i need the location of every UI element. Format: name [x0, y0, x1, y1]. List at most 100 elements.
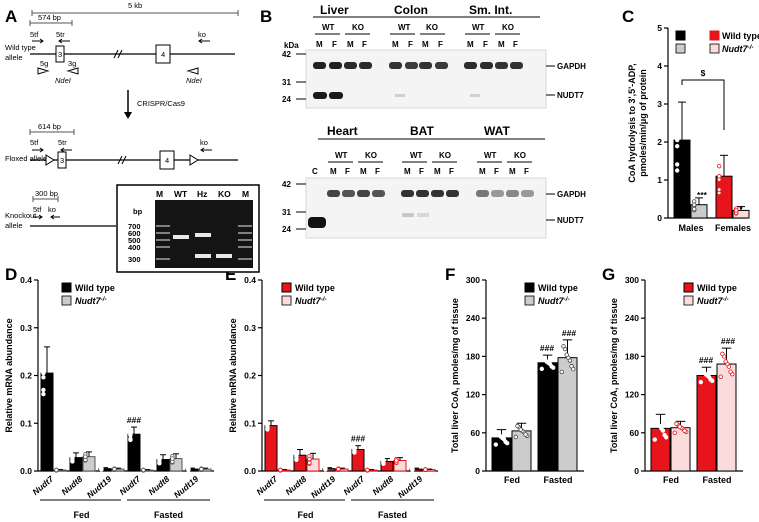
chart-c: 0 1 2 3 4 5 CoA hydrolysis to 3',5'-ADP,pmoles…	[627, 23, 759, 233]
data-point	[41, 370, 46, 376]
lane-control: C	[312, 167, 318, 176]
gapdh-band	[419, 62, 432, 69]
sig-annotation: *	[739, 204, 743, 214]
top-smint-wt: WT	[472, 23, 485, 32]
mw-bot-31: 31	[282, 208, 291, 217]
mw-bot-24: 24	[282, 225, 291, 234]
gapdh-band	[491, 190, 504, 197]
data-point	[677, 424, 682, 429]
panel-label-f: F	[445, 265, 455, 284]
y-tick-label: 0.2	[244, 371, 256, 381]
chart-d: 0.0 0.1 0.2 0.3 0.4 Relative mRNA abundance Nu…	[4, 275, 214, 520]
legend-swatch-wt	[675, 30, 686, 41]
data-point	[662, 432, 667, 438]
legend-swatch-ko-female	[709, 43, 720, 54]
x-category-label: Males	[678, 223, 703, 233]
bar-females	[715, 175, 733, 219]
lane-sex: M	[498, 40, 505, 49]
sig-annotation: ***	[697, 190, 708, 200]
y-tick-label: 120	[466, 390, 480, 400]
y-tick-label: 0.3	[20, 323, 32, 333]
legend-ko-superscript: -/-	[723, 296, 729, 303]
data-point	[717, 173, 722, 179]
lane-sex: F	[419, 167, 424, 176]
bar-wt-nudt7	[40, 372, 54, 472]
y-tick-label: 0.4	[244, 275, 256, 285]
legend-swatch-ko	[675, 43, 686, 54]
bar-wt-fasted	[696, 375, 717, 472]
data-point	[199, 466, 204, 472]
x-gene-label: Nudt7	[341, 473, 367, 497]
flox-amplicon-size: 614 bp	[38, 122, 61, 131]
data-point	[703, 371, 708, 377]
data-point	[717, 163, 722, 169]
y-tick-label: 1	[657, 175, 662, 185]
data-point	[495, 430, 500, 435]
x-category-label: Fed	[663, 475, 679, 485]
panel-a-diagram: 5 kb Wild type allele 574 bp 5tf 5tr ko …	[5, 1, 260, 273]
data-point	[549, 364, 554, 369]
tissue-liver: Liver	[320, 3, 349, 17]
data-point	[723, 359, 728, 364]
ndei-site-1: NdeI	[55, 76, 71, 85]
primer-5tf-wt: 5tf	[30, 30, 39, 39]
y-tick-label: 240	[466, 313, 480, 323]
sig-annotation: ###	[351, 434, 365, 444]
data-point	[141, 467, 146, 473]
tissue-sm-int: Sm. Int.	[469, 3, 512, 17]
y-tick-label: 0	[475, 466, 480, 476]
ko-amplicon-size: 300 bp	[35, 189, 58, 198]
y-tick-label: 0.4	[20, 275, 32, 285]
legend-label-wt: Wild type	[538, 283, 578, 293]
legend-swatch-wt	[683, 282, 694, 293]
data-point	[41, 358, 46, 363]
x-gene-label: Nudt8	[370, 474, 395, 497]
y-tick-label: 60	[471, 428, 481, 438]
primer-5tr-flox: 5tr	[58, 138, 67, 147]
y-tick-label: 0	[657, 213, 662, 223]
data-point	[365, 467, 370, 473]
legend-label-ko: Nudt7-/-	[697, 296, 729, 306]
legend-ko-superscript: -/-	[321, 296, 327, 303]
mw-top-24: 24	[282, 95, 291, 104]
exon-4-flox: 4	[165, 156, 169, 165]
legend-ko-superscript: -/-	[564, 296, 570, 303]
y-tick-label: 300	[466, 275, 480, 285]
chart-f: 0 60 120 180 240 300 Total liver CoA, pmoles/m…	[450, 275, 584, 485]
legend-swatch-wt-female	[709, 30, 720, 41]
data-point	[675, 143, 680, 149]
mw-bot-42: 42	[282, 180, 291, 189]
lane-sex: M	[360, 167, 367, 176]
data-point	[41, 391, 46, 397]
bot-heart-wt: WT	[335, 151, 348, 160]
legend-swatch-ko	[61, 295, 72, 306]
wt-amplicon-size: 574 bp	[38, 13, 61, 22]
legend-label-wt: Wild type	[75, 283, 115, 293]
data-point	[561, 344, 566, 349]
primer-5tf-ko: 5tf	[33, 205, 42, 214]
y-axis-label-line: CoA hydrolysis to 3',5'-ADP,	[627, 63, 637, 182]
y-tick-label: 180	[625, 351, 639, 361]
exon-3-wt: 3	[58, 50, 62, 59]
lane-sex: M	[479, 167, 486, 176]
data-point	[672, 430, 677, 435]
gapdh-band	[495, 62, 508, 69]
bot-bat-wt: WT	[410, 151, 423, 160]
sig-annotation: ###	[699, 355, 713, 365]
y-tick-label: 0.3	[244, 323, 256, 333]
lane-sex: F	[524, 167, 529, 176]
gel-lane-hz: Hz	[197, 189, 207, 199]
top-colon-ko: KO	[426, 23, 438, 32]
y-tick-label: 0.2	[20, 371, 32, 381]
band-nudt7-bot: NUDT7	[557, 216, 584, 225]
y-tick-label: 0.0	[20, 466, 32, 476]
data-point	[83, 454, 88, 459]
grna-3g: 3g	[68, 59, 76, 68]
gel-lane-m2: M	[242, 189, 249, 199]
data-point	[307, 456, 312, 462]
data-point	[323, 466, 328, 471]
lane-sex: M	[392, 40, 399, 49]
x-gene-label: Nudt7	[117, 473, 143, 497]
data-point	[569, 364, 574, 369]
data-point	[700, 368, 705, 373]
